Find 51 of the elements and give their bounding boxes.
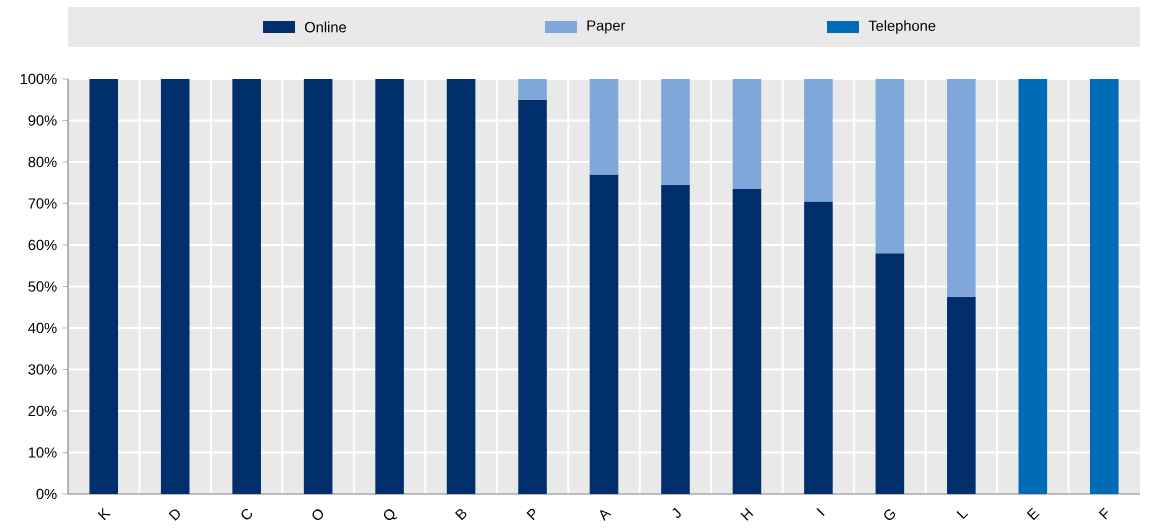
y-tick-label: 10% (28, 447, 57, 458)
x-tick-label: D (168, 509, 180, 521)
bar (160, 78, 190, 494)
bar (1018, 78, 1048, 494)
y-tick-label: 50% (28, 281, 57, 292)
x-tick-label: L (956, 510, 969, 519)
bar (446, 78, 476, 494)
bar (875, 253, 905, 494)
x-tick-label: B (455, 508, 467, 521)
bar (947, 296, 976, 494)
bar (732, 188, 762, 494)
x-tick-label: J (672, 507, 681, 518)
bar (804, 78, 833, 202)
bar (589, 174, 619, 494)
x-tick-label: F (1098, 507, 1108, 520)
y-tick-label: 20% (28, 405, 57, 417)
x-tick-label: O (312, 509, 324, 520)
x-tick-label: A (600, 509, 612, 521)
bar (375, 78, 404, 494)
x-tick-label: I (816, 507, 825, 516)
bar (947, 78, 976, 297)
bar (1089, 78, 1119, 494)
y-tick-label: 100% (20, 73, 57, 85)
legend-label: Telephone (868, 20, 936, 34)
x-tick-label: C (241, 508, 253, 520)
legend-label: Paper (587, 20, 626, 34)
y-tick-label: 90% (28, 115, 57, 126)
bar (89, 78, 119, 494)
bar (661, 78, 690, 185)
x-tick-label: K (97, 507, 111, 521)
x-tick-label: P (526, 508, 536, 521)
y-tick-label: 80% (28, 156, 57, 168)
bar (518, 78, 547, 100)
y-tick-label: 70% (28, 198, 57, 209)
y-tick-label: 60% (28, 239, 57, 251)
bar (661, 184, 690, 494)
bar (804, 201, 833, 494)
bar (303, 78, 333, 494)
legend-label: Online (304, 21, 347, 33)
x-tick-label: H (740, 507, 754, 521)
x-tick-label: G (884, 509, 896, 520)
bar (875, 78, 905, 254)
y-tick-label: 0% (36, 488, 57, 500)
bar (732, 78, 762, 189)
y-tick-label: 40% (28, 322, 57, 334)
bar (232, 78, 261, 494)
bar (589, 78, 619, 175)
y-tick-label: 30% (28, 364, 57, 375)
x-tick-label: E (1026, 507, 1040, 521)
bar (518, 99, 547, 494)
x-tick-label: Q (383, 509, 398, 520)
